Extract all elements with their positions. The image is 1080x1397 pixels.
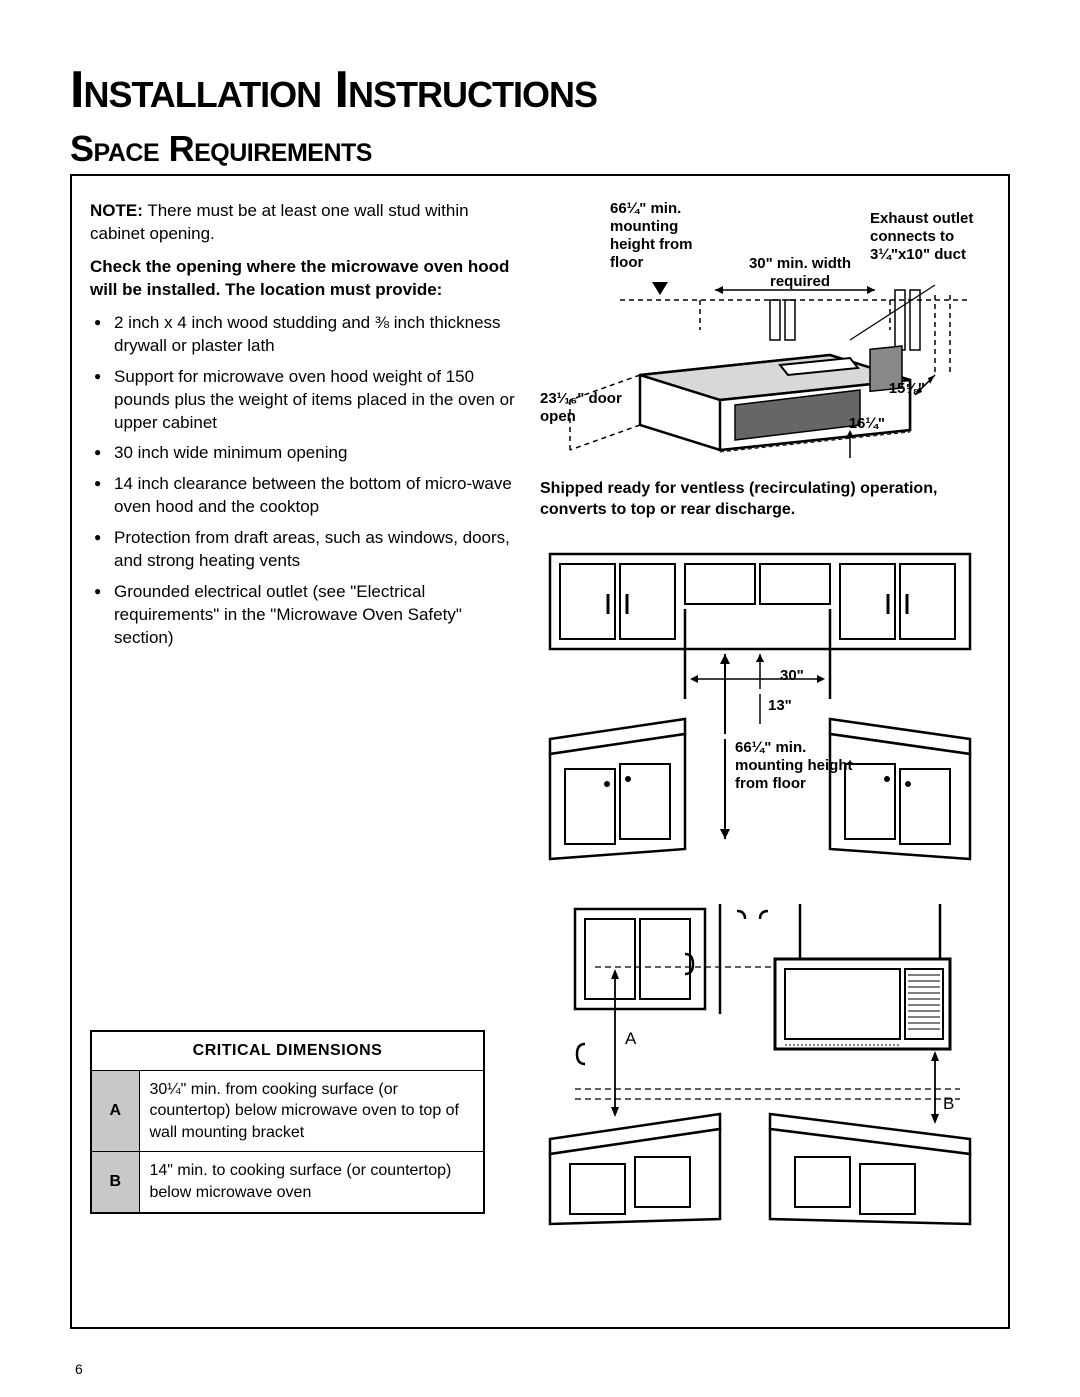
list-item: Grounded electrical outlet (see "Electri… <box>108 581 520 650</box>
critical-dimensions-table: CRITICAL DIMENSIONS A 30¼" min. from coo… <box>90 1030 485 1214</box>
page-number: 6 <box>75 1361 83 1377</box>
dim-text: 30¼" min. from cooking surface (or count… <box>139 1070 484 1152</box>
label-height: 16¼" <box>849 415 885 433</box>
label-mounting-height-2: 66¼" min. mounting height from floor <box>735 739 855 793</box>
note-paragraph: NOTE: There must be at least one wall st… <box>90 200 520 246</box>
list-item: Protection from draft areas, such as win… <box>108 527 520 573</box>
label-opening-width: 30" <box>780 667 804 685</box>
label-dim-a: A <box>625 1029 636 1049</box>
list-item: Support for microwave oven hood weight o… <box>108 366 520 435</box>
requirements-list: 2 inch x 4 inch wood studding and ⅜ inch… <box>90 312 520 650</box>
dim-key: B <box>91 1152 139 1213</box>
label-dim-b: B <box>943 1094 954 1114</box>
diagram-microwave-dimensions: 66¼" min. mounting height from floor 30"… <box>540 200 990 465</box>
diagram-cabinet-opening: 30" 13" 66¼" min. mounting height from f… <box>540 539 990 869</box>
label-mounting-height: 66¼" min. mounting height from floor <box>610 200 720 272</box>
text-column: NOTE: There must be at least one wall st… <box>90 200 520 1229</box>
label-exhaust: Exhaust outlet connects to 3¼"x10" duct <box>870 210 990 264</box>
table-row: B 14" min. to cooking surface (or counte… <box>91 1152 484 1213</box>
note-text: There must be at least one wall stud wit… <box>90 201 469 243</box>
label-opening-height: 13" <box>768 697 792 715</box>
note-label: NOTE: <box>90 201 143 220</box>
table-row: A 30¼" min. from cooking surface (or cou… <box>91 1070 484 1152</box>
cabinet-opening-svg <box>540 539 980 869</box>
list-item: 2 inch x 4 inch wood studding and ⅜ inch… <box>108 312 520 358</box>
diagram-ab-dimensions: A B <box>540 899 990 1229</box>
label-door-open: 23¹⁄₁₆" door open <box>540 390 630 426</box>
page-subtitle: Space Requirements <box>70 128 1010 170</box>
shipping-note: Shipped ready for ventless (recirculatin… <box>540 479 990 521</box>
list-item: 30 inch wide minimum opening <box>108 442 520 465</box>
dim-text: 14" min. to cooking surface (or countert… <box>139 1152 484 1213</box>
diagram-column: 66¼" min. mounting height from floor 30"… <box>540 200 990 1229</box>
table-header: CRITICAL DIMENSIONS <box>91 1031 484 1070</box>
list-item: 14 inch clearance between the bottom of … <box>108 473 520 519</box>
ab-dimensions-svg <box>540 899 980 1229</box>
page-title: Installation Instructions <box>70 60 1010 120</box>
dim-key: A <box>91 1070 139 1152</box>
label-width-required: 30" min. width required <box>735 255 865 291</box>
content-frame: NOTE: There must be at least one wall st… <box>70 174 1010 1329</box>
check-heading: Check the opening where the microwave ov… <box>90 256 520 302</box>
label-depth: 15⅝" <box>889 380 925 398</box>
